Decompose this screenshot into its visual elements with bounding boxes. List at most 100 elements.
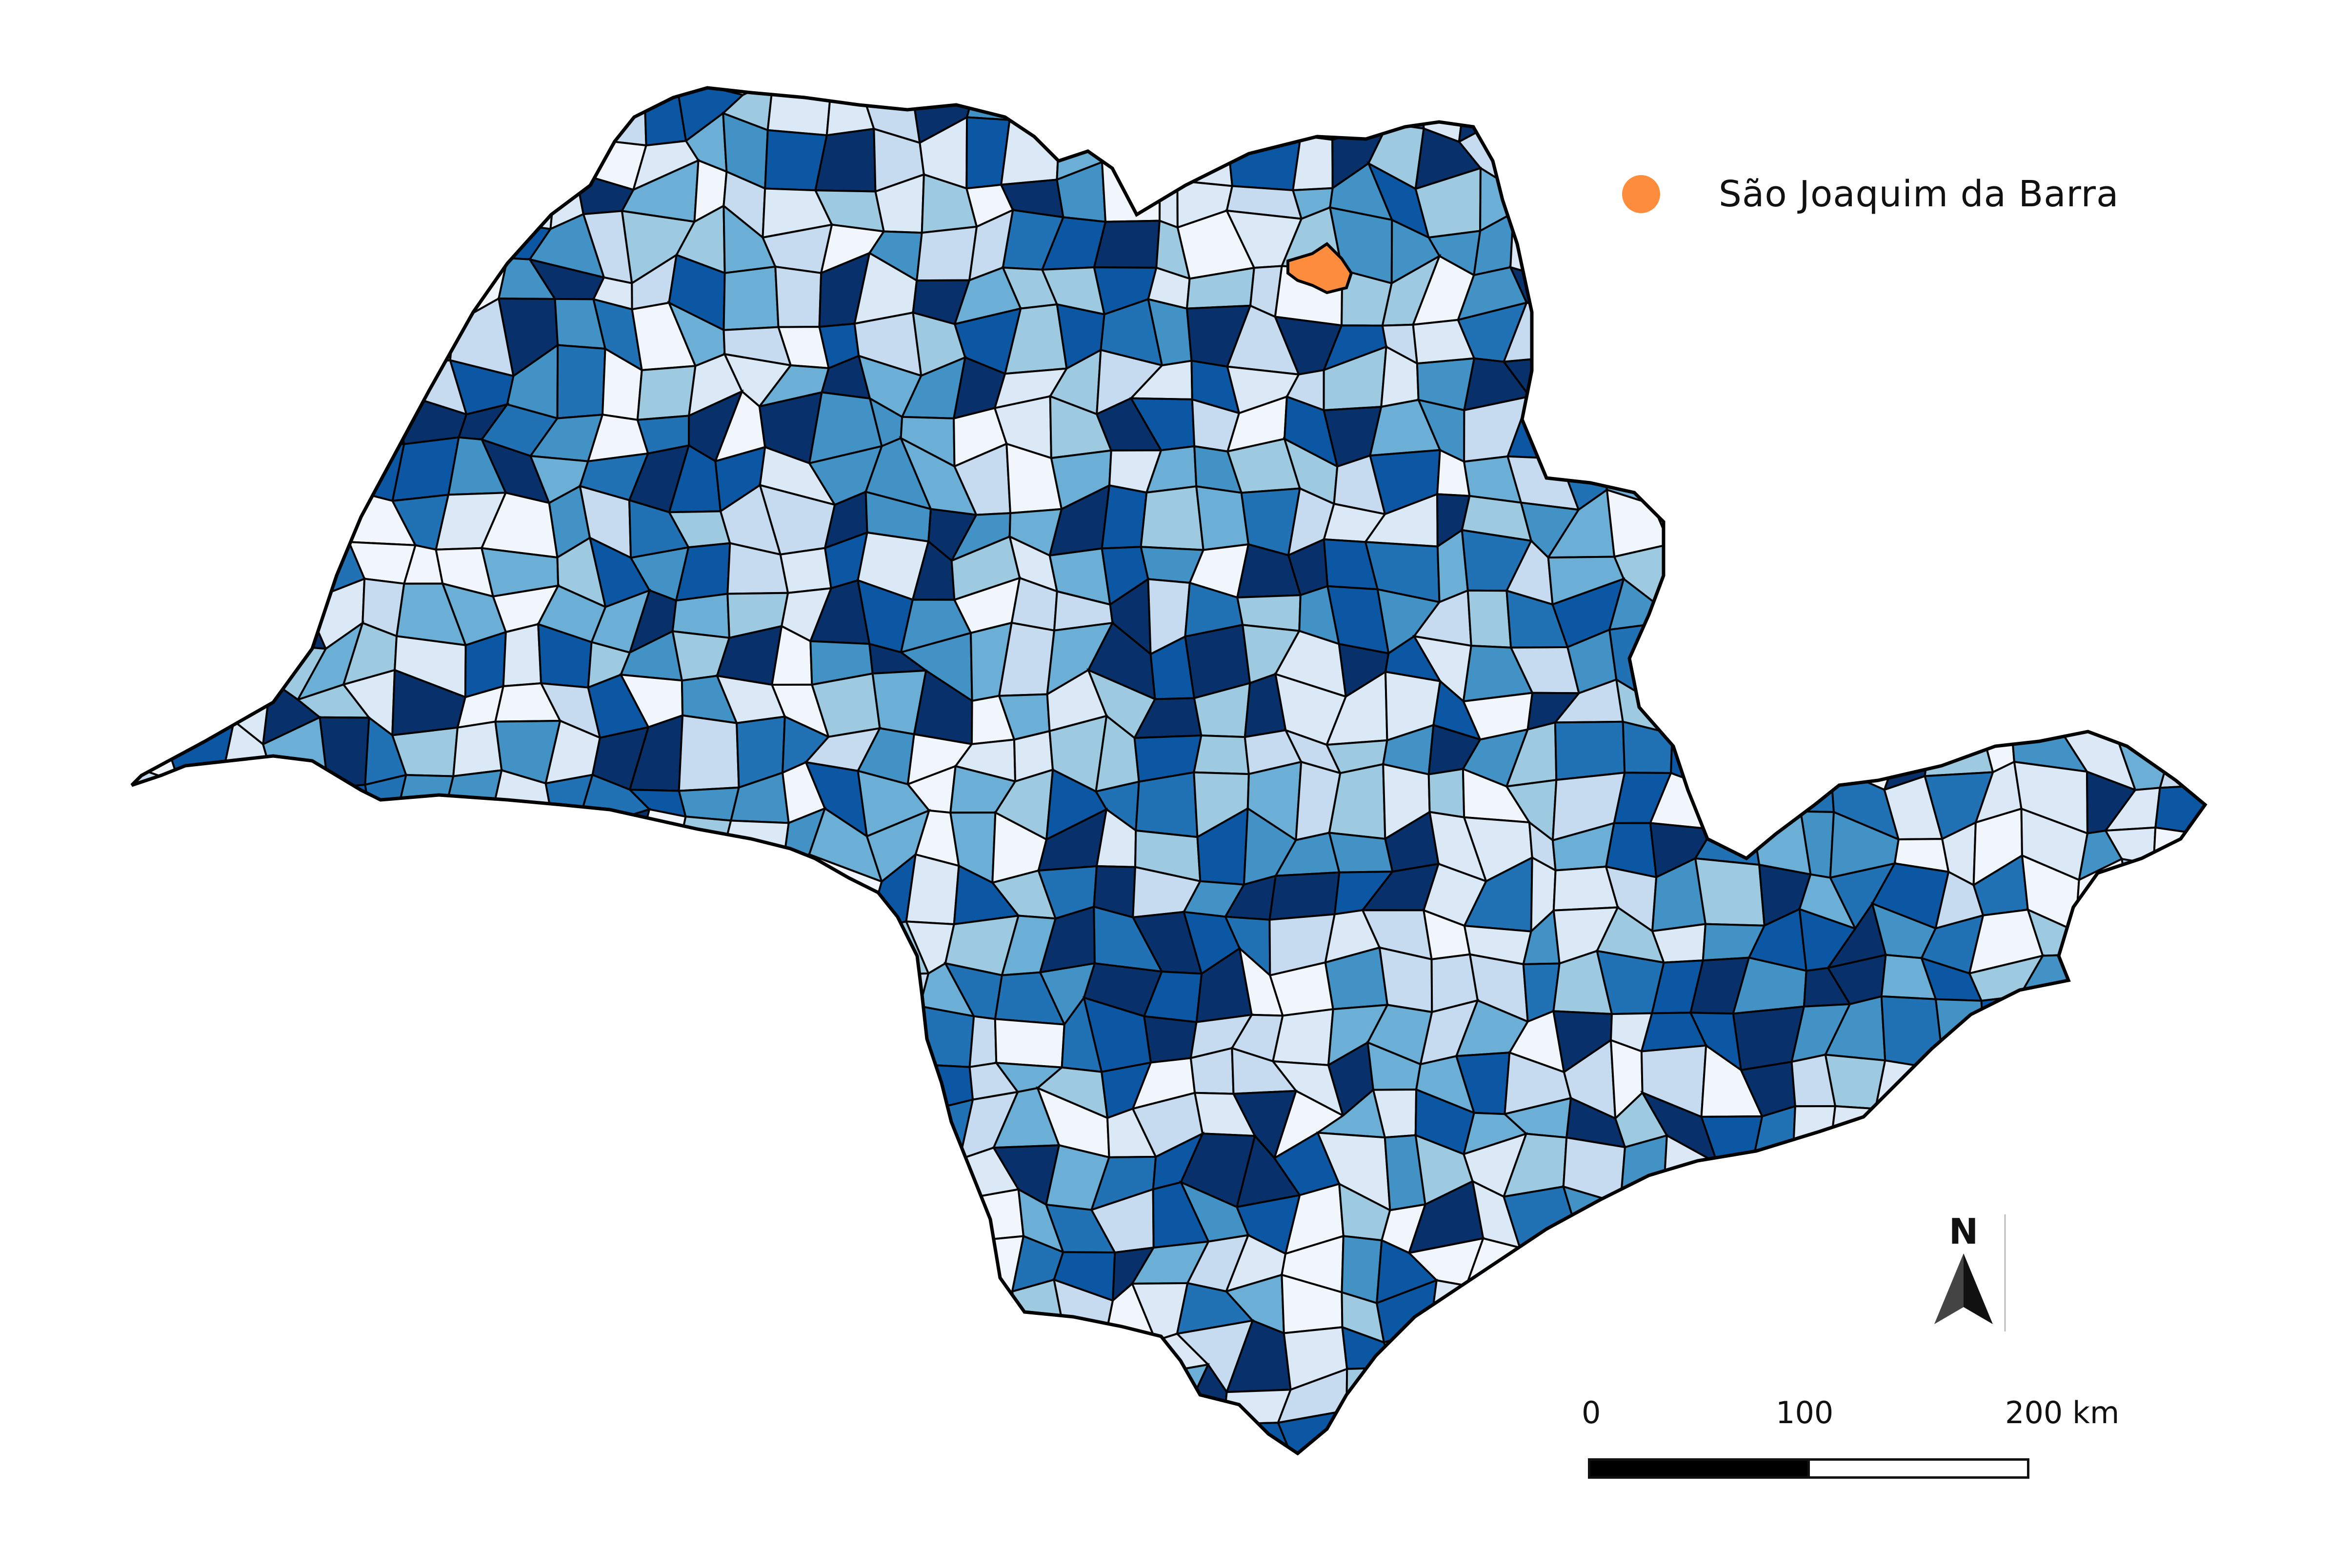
municipality-polygon — [364, 774, 408, 832]
municipality-polygon — [1550, 205, 1604, 281]
municipality-polygon — [202, 259, 282, 305]
municipality-polygon — [2017, 483, 2071, 559]
municipality-polygon — [2263, 443, 2312, 505]
municipality-polygon — [1064, 1331, 1108, 1383]
municipality-polygon — [722, 265, 780, 331]
municipality-polygon — [308, 219, 358, 268]
municipality-polygon — [1552, 1317, 1623, 1397]
municipality-polygon — [258, 263, 311, 312]
municipality-polygon — [2266, 1062, 2299, 1116]
municipality-polygon — [1595, 88, 1655, 119]
municipality-polygon — [808, 1132, 866, 1210]
municipality-polygon — [676, 853, 735, 926]
municipality-polygon — [393, 312, 455, 368]
municipality-polygon — [205, 963, 278, 1015]
municipality-polygon — [2170, 172, 2205, 221]
municipality-polygon — [341, 390, 405, 445]
municipality-polygon — [556, 344, 606, 419]
municipality-polygon — [2148, 1375, 2205, 1429]
municipality-polygon — [1271, 1008, 1334, 1067]
municipality-polygon — [268, 486, 319, 546]
municipality-polygon — [497, 1106, 554, 1154]
highlighted-municipality-shape — [1286, 242, 1353, 295]
municipality-polygon — [449, 171, 502, 229]
municipality-polygon — [915, 225, 978, 282]
municipality-polygon — [2220, 347, 2250, 402]
municipality-polygon — [1713, 584, 1764, 655]
municipality-polygon — [552, 1140, 596, 1206]
municipality-polygon — [577, 1092, 634, 1162]
municipality-polygon — [2059, 483, 2111, 561]
municipality-polygon — [2025, 1274, 2086, 1342]
municipality-polygon — [2245, 535, 2291, 579]
municipality-polygon — [1558, 408, 1613, 460]
municipality-polygon — [347, 1429, 411, 1453]
municipality-polygon — [218, 353, 276, 412]
municipality-polygon — [1475, 1409, 1534, 1453]
municipality-polygon — [2060, 1135, 2122, 1212]
municipality-polygon — [2207, 1376, 2274, 1418]
municipality-polygon — [1824, 88, 1888, 144]
municipality-polygon — [1686, 437, 1749, 516]
municipality-polygon — [1687, 1189, 1759, 1251]
municipality-polygon — [1657, 543, 1718, 607]
municipality-polygon — [218, 1039, 275, 1118]
municipality-polygon — [819, 1039, 880, 1119]
municipality-polygon — [626, 1094, 698, 1147]
municipality-polygon — [313, 169, 358, 238]
municipality-polygon — [1688, 683, 1756, 744]
municipality-polygon — [1836, 1328, 1886, 1397]
municipality-polygon — [854, 1132, 931, 1212]
municipality-polygon — [306, 1325, 358, 1396]
municipality-polygon — [2107, 995, 2176, 1073]
municipality-polygon — [1849, 306, 1898, 358]
municipality-polygon — [1602, 1317, 1665, 1391]
municipality-polygon — [2204, 1294, 2205, 1348]
municipality-polygon — [719, 1148, 793, 1185]
municipality-polygon — [132, 1277, 169, 1339]
municipality-polygon — [2117, 1367, 2180, 1440]
municipality-polygon — [526, 88, 599, 141]
municipality-polygon — [249, 998, 302, 1062]
north-label: N — [1949, 1211, 1978, 1252]
municipality-polygon — [1874, 1132, 1930, 1208]
municipality-polygon — [2077, 1087, 2129, 1145]
municipality-polygon — [2158, 739, 2205, 789]
municipality-polygon — [2064, 1332, 2138, 1394]
municipality-polygon — [1415, 1459, 1476, 1530]
municipality-polygon — [2252, 955, 2296, 1010]
municipality-polygon — [2152, 854, 2205, 930]
municipality-polygon — [1934, 494, 1985, 539]
municipality-polygon — [226, 1475, 264, 1527]
municipality-polygon — [204, 1320, 274, 1395]
municipality-polygon — [1084, 1459, 1158, 1533]
municipality-polygon — [2157, 966, 2205, 1014]
municipality-polygon — [2199, 730, 2205, 787]
municipality-polygon — [489, 1141, 561, 1199]
municipality-polygon — [392, 956, 464, 1019]
municipality-polygon — [1710, 123, 1758, 168]
municipality-polygon — [675, 1179, 746, 1243]
municipality-polygon — [249, 963, 315, 1010]
municipality-polygon — [487, 1020, 554, 1052]
municipality-polygon — [547, 1417, 594, 1453]
municipality-polygon — [635, 1177, 700, 1257]
municipality-polygon — [859, 1344, 925, 1396]
municipality-polygon — [926, 1134, 961, 1212]
municipality-polygon — [1599, 317, 1672, 363]
municipality-polygon — [546, 1040, 580, 1109]
municipality-polygon — [1709, 1151, 1756, 1210]
municipality-polygon — [132, 321, 181, 373]
municipality-polygon — [2071, 368, 2123, 412]
municipality-polygon — [789, 1180, 828, 1234]
municipality-polygon — [1690, 207, 1759, 263]
municipality-polygon — [2210, 253, 2257, 312]
municipality-polygon — [299, 1110, 376, 1155]
municipality-polygon — [2246, 680, 2321, 732]
municipality-polygon — [628, 853, 684, 926]
municipality-polygon — [583, 1469, 637, 1509]
municipality-polygon — [392, 828, 463, 887]
municipality-polygon — [248, 302, 314, 378]
municipality-polygon — [295, 300, 373, 378]
municipality-polygon — [2121, 921, 2166, 982]
